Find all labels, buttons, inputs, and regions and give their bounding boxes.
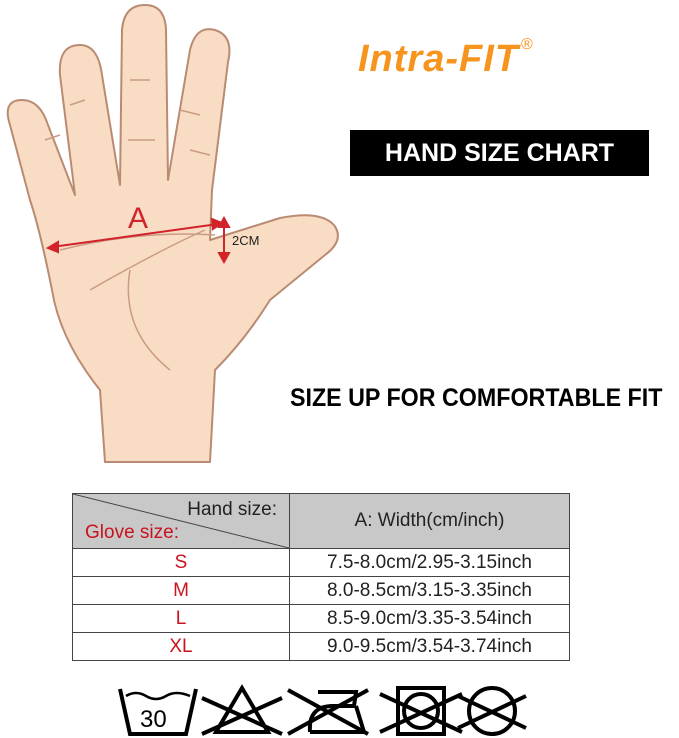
page-title: HAND SIZE CHART [350,130,649,176]
measurement-arrows [45,215,231,265]
brand-logo: Intra-FIT ® [358,36,534,80]
table-row: S 7.5-8.0cm/2.95-3.15inch [72,548,570,577]
size-cell: S [72,548,290,577]
size-cell: XL [72,632,290,661]
measure-label: A [128,202,148,235]
width-header: A: Width(cm/inch) [289,493,570,549]
wash-30-icon: 30 [118,688,198,736]
care-icons: 30 [118,684,527,736]
offset-label: 2CM [232,233,259,248]
table-row: L 8.5-9.0cm/3.35-3.54inch [72,604,570,633]
no-tumble-dry-icon [379,686,463,736]
table-row: M 8.0-8.5cm/3.15-3.35inch [72,576,570,605]
width-cell: 8.5-9.0cm/3.35-3.54inch [289,604,570,633]
table-header-row: Hand size: Glove size: A: Width(cm/inch) [72,493,570,549]
glove-size-label: Glove size: [85,522,179,543]
no-dry-clean-icon [457,686,527,736]
tagline: SIZE UP FOR COMFORTABLE FIT [290,384,663,412]
size-cell: L [72,604,290,633]
header-corner: Hand size: Glove size: [72,493,290,549]
width-cell: 7.5-8.0cm/2.95-3.15inch [289,548,570,577]
table-row: XL 9.0-9.5cm/3.54-3.74inch [72,632,570,661]
svg-text:30: 30 [140,706,167,733]
hand-size-label: Hand size: [187,499,277,520]
no-bleach-icon [201,684,283,736]
size-cell: M [72,576,290,605]
size-table: Hand size: Glove size: A: Width(cm/inch)… [72,493,570,661]
width-cell: 9.0-9.5cm/3.54-3.74inch [289,632,570,661]
hand-illustration: A 2CM [6,4,339,463]
width-cell: 8.0-8.5cm/3.15-3.35inch [289,576,570,605]
no-iron-icon [287,688,369,736]
